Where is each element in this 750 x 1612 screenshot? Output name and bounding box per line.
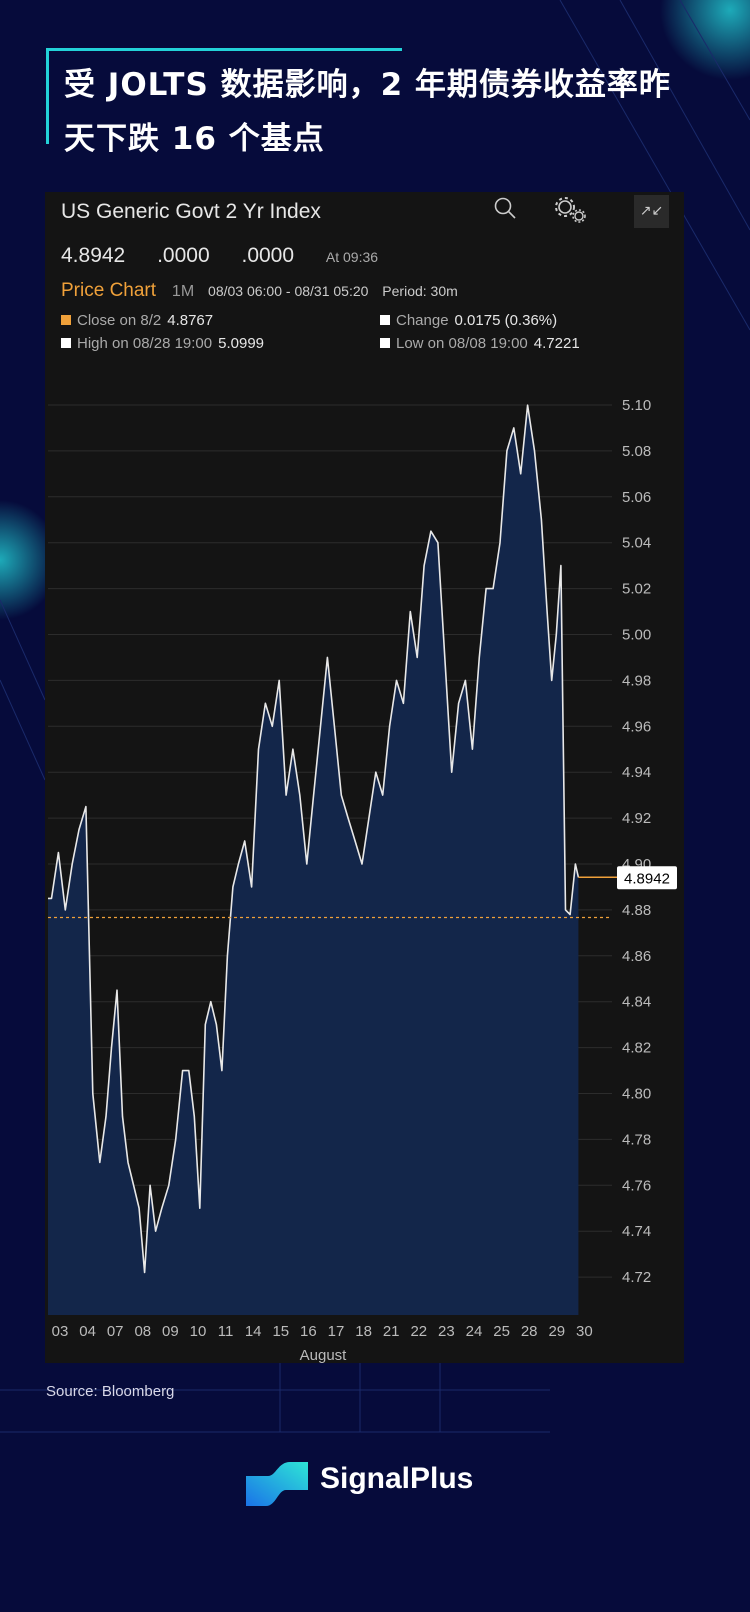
y-tick-label: 4.80 [622,1086,651,1103]
last-price-box [617,866,677,890]
y-tick-label: 4.78 [622,1131,651,1148]
y-tick-label: 4.92 [622,810,651,827]
y-tick-label: 4.72 [622,1269,651,1286]
signalplus-logo [246,1462,308,1506]
x-tick-label: 23 [438,1323,455,1340]
x-tick-label: 03 [52,1323,69,1340]
headline: 受 JOLTS 数据影响，2 年期债券收益率昨天下跌 16 个基点 [64,67,671,157]
collapse-icon[interactable]: ↗↙ [634,195,669,228]
price-chart-label: Price Chart [61,280,157,301]
net-change: .0000 [157,244,210,267]
quote-time: At 09:36 [325,249,379,265]
x-tick-label: 11 [218,1323,234,1340]
x-tick-label: 24 [466,1323,483,1340]
legend-low: Low on 08/08 19:00 4.7221 [380,335,580,352]
x-tick-label: 09 [162,1323,179,1340]
x-tick-label: 30 [576,1323,593,1340]
x-tick-label: 10 [190,1323,207,1340]
y-tick-label: 4.88 [622,902,651,919]
quote-row: 4.8942 .0000 .0000 At 09:36 [61,244,404,268]
range-button[interactable]: 1M [171,283,195,300]
x-tick-label: 07 [107,1323,124,1340]
last-price: 4.8942 [61,244,126,267]
pct-change: .0000 [241,244,295,267]
x-tick-label: 16 [300,1323,317,1340]
brand-name: SignalPlus [320,1462,474,1495]
y-tick-label: 4.82 [622,1040,651,1057]
y-tick-label: 4.86 [622,948,651,965]
source-note: Source: Bloomberg [46,1383,175,1400]
last-price-label: 4.8942 [624,870,670,887]
x-tick-label: 25 [493,1323,510,1340]
x-axis-label: August [300,1347,348,1364]
x-tick-label: 21 [383,1323,400,1340]
x-tick-label: 17 [328,1323,345,1340]
x-tick-label: 22 [410,1323,427,1340]
legend-high: High on 08/28 19:00 5.0999 [61,335,264,352]
y-tick-label: 5.04 [622,535,651,552]
y-tick-label: 5.02 [622,581,651,598]
y-tick-label: 5.00 [622,627,651,644]
settings-gears-icon[interactable] [553,195,589,229]
y-tick-label: 5.06 [622,489,651,506]
legend-close: Close on 8/2 4.8767 [61,312,213,329]
chart-info-row: Price Chart 1M 08/03 06:00 - 08/31 05:20… [61,280,468,302]
period: Period: 30m [382,283,458,299]
date-range: 08/03 06:00 - 08/31 05:20 [208,283,369,299]
x-tick-label: 15 [272,1323,289,1340]
y-tick-label: 5.08 [622,443,651,460]
y-tick-label: 5.10 [622,397,651,414]
title-accent-left [46,48,49,144]
y-tick-label: 4.84 [622,994,651,1011]
area-fill [48,405,579,1315]
legend-change: Change 0.0175 (0.36%) [380,312,557,329]
y-tick-label: 4.94 [622,764,651,781]
y-tick-label: 4.96 [622,718,651,735]
search-icon[interactable] [493,196,519,226]
price-line [48,404,580,1274]
x-tick-label: 29 [548,1323,565,1340]
y-tick-label: 4.74 [622,1223,651,1240]
x-tick-label: 04 [79,1323,96,1340]
x-tick-label: 08 [134,1323,151,1340]
x-tick-label: 18 [355,1323,372,1340]
title-accent [46,48,402,51]
x-tick-label: 14 [245,1323,262,1340]
y-tick-label: 4.76 [622,1177,651,1194]
panel-title: US Generic Govt 2 Yr Index [61,200,321,223]
x-tick-label: 28 [521,1323,538,1340]
y-tick-label: 4.98 [622,672,651,689]
